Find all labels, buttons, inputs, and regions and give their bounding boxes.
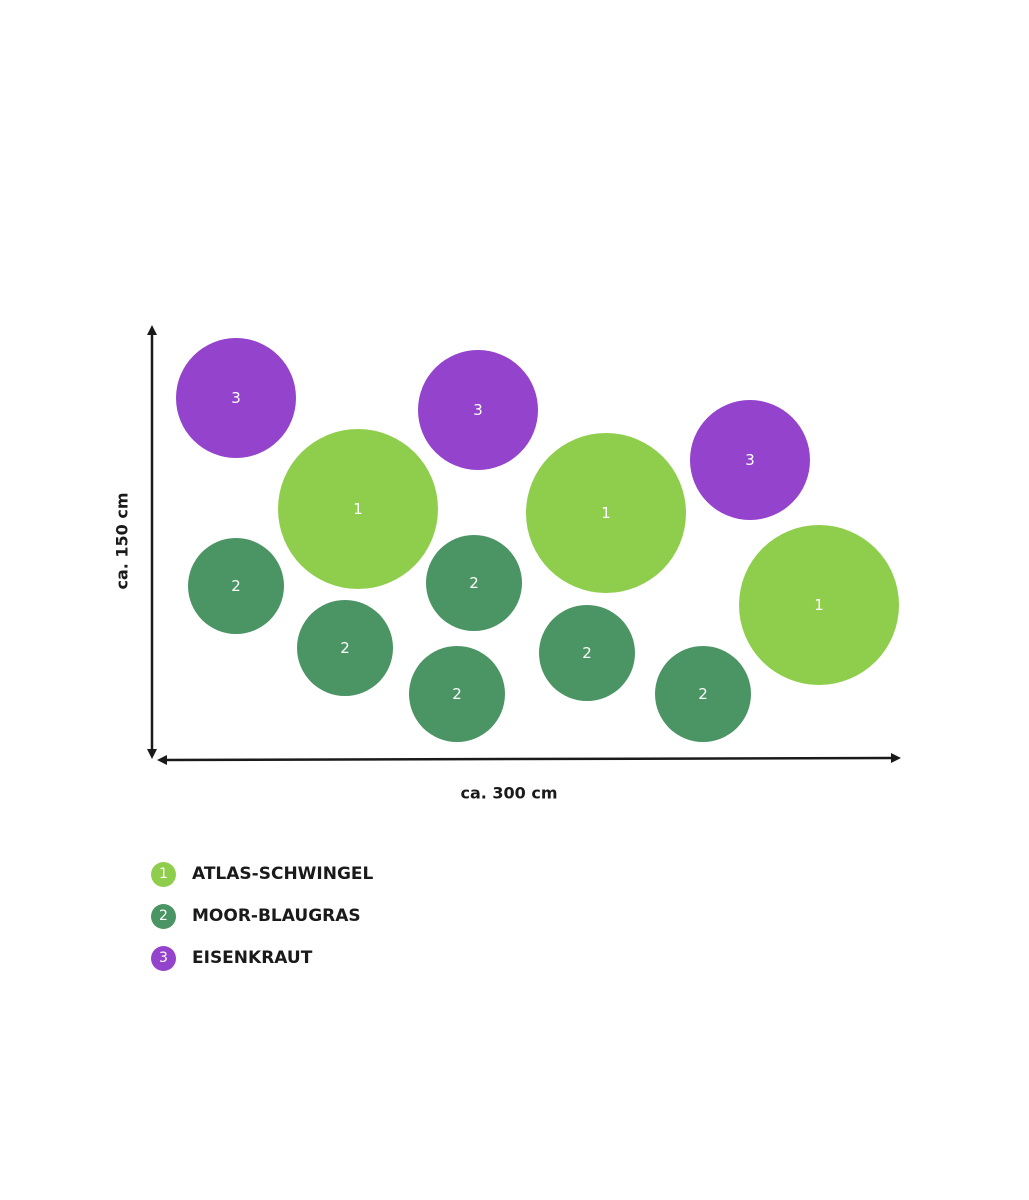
plant-number: 2 [231,577,241,595]
plant-moor-blaugras-5: 2 [409,646,505,742]
legend-label: ATLAS-SCHWINGEL [192,864,374,884]
plant-circle [690,400,810,520]
legend-item-eisenkraut: 3 EISENKRAUT [151,944,373,972]
plant-eisenkraut-3: 3 [690,400,810,520]
plant-circle [739,525,899,685]
plant-number: 2 [582,644,592,662]
plant-circle [278,429,438,589]
plant-moor-blaugras-4: 2 [539,605,635,701]
plant-number: 3 [231,389,241,407]
plant-atlas-schwingel-1: 1 [278,429,438,589]
plant-moor-blaugras-2: 2 [426,535,522,631]
plant-circle [188,538,284,634]
plant-moor-blaugras-1: 2 [188,538,284,634]
plant-number: 1 [353,500,363,518]
plant-number: 2 [340,639,350,657]
legend-dot: 3 [151,945,176,971]
plant-atlas-schwingel-3: 1 [739,525,899,685]
legend-item-atlas-schwingel: 1 ATLAS-SCHWINGEL [151,860,373,888]
plant-circle [426,535,522,631]
plant-number: 1 [601,504,611,522]
plant-atlas-schwingel-2: 1 [526,433,686,593]
plant-group: 3 3 3 1 1 1 2 2 [176,338,899,742]
legend-label: MOOR-BLAUGRAS [192,906,361,926]
plant-circle [418,350,538,470]
plant-moor-blaugras-6: 2 [655,646,751,742]
plant-circle [409,646,505,742]
plant-number: 2 [698,685,708,703]
plant-moor-blaugras-3: 2 [297,600,393,696]
plant-circle [539,605,635,701]
legend-item-moor-blaugras: 2 MOOR-BLAUGRAS [151,902,373,930]
plant-circle [297,600,393,696]
height-label: ca. 150 cm [113,492,132,589]
plant-circle [526,433,686,593]
plant-number: 2 [469,574,479,592]
plant-number: 1 [814,596,824,614]
plant-circle [655,646,751,742]
plant-number: 2 [452,685,462,703]
plant-eisenkraut-1: 3 [176,338,296,458]
width-axis [157,753,901,765]
legend-dot: 1 [151,861,176,887]
legend: 1 ATLAS-SCHWINGEL 2 MOOR-BLAUGRAS 3 EISE… [151,860,373,986]
plant-number: 3 [745,451,755,469]
legend-dot: 2 [151,903,176,929]
width-label: ca. 300 cm [460,784,557,803]
plant-eisenkraut-2: 3 [418,350,538,470]
plant-number: 3 [473,401,483,419]
plant-circle [176,338,296,458]
legend-label: EISENKRAUT [192,948,313,968]
